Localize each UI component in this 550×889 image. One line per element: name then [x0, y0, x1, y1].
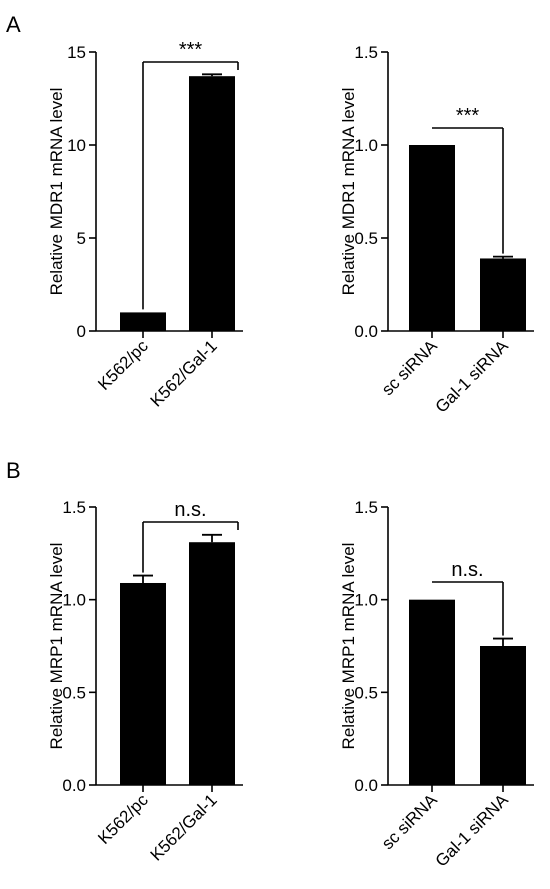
- bar: [480, 258, 526, 331]
- y-axis-label: Relative MRP1 mRNA level: [339, 543, 358, 750]
- x-tick-label: Gal-1 siRNA: [432, 336, 513, 417]
- bar: [480, 646, 526, 785]
- bar: [409, 599, 455, 785]
- x-tick-label: Gal-1 siRNA: [432, 790, 513, 871]
- chart-4: 0.0 0.5 1.0 1.5 Relative MRP1 mRNA level sc s…: [339, 498, 534, 871]
- y-tick-label: 10: [67, 136, 86, 155]
- y-tick-label: 1.0: [62, 591, 86, 610]
- bar: [189, 76, 235, 332]
- x-tick-label: K562/Gal-1: [147, 790, 221, 864]
- bar: [120, 582, 166, 785]
- x-tick-label: sc siRNA: [378, 790, 441, 853]
- y-tick-label: 0.0: [354, 776, 378, 795]
- panel-letter-b: B: [6, 458, 21, 483]
- y-tick-label: 0.0: [354, 322, 378, 341]
- x-tick-label: K562/pc: [94, 336, 152, 394]
- significance-label: ***: [179, 39, 203, 61]
- x-tick-label: K562/pc: [94, 790, 152, 848]
- y-tick-label: 5: [77, 229, 86, 248]
- significance-label: n.s.: [451, 559, 483, 581]
- y-tick-label: 0.0: [62, 776, 86, 795]
- y-axis-label: Relative MDR1 mRNA level: [47, 88, 66, 296]
- chart-3: 0.0 0.5 1.0 1.5 Relative MRP1 mRNA level K562…: [47, 498, 243, 865]
- y-axis-label: Relative MRP1 mRNA level: [47, 543, 66, 750]
- panel-letter-a: A: [6, 12, 21, 37]
- y-tick-label: 15: [67, 43, 86, 62]
- significance-label: n.s.: [174, 499, 206, 521]
- chart-2: 0.0 0.5 1.0 1.5 Relative MDR1 mRNA level sc s…: [339, 43, 534, 417]
- y-tick-label: 1.5: [354, 43, 378, 62]
- x-tick-label: K562/Gal-1: [147, 336, 221, 410]
- y-tick-label: 0.5: [354, 683, 378, 702]
- bar: [120, 312, 166, 331]
- y-tick-label: 1.0: [354, 591, 378, 610]
- y-tick-label: 1.5: [354, 498, 378, 517]
- y-tick-label: 0: [77, 322, 86, 341]
- y-tick-label: 1.0: [354, 136, 378, 155]
- y-tick-label: 1.5: [62, 498, 86, 517]
- y-axis-label: Relative MDR1 mRNA level: [339, 88, 358, 296]
- significance-label: ***: [456, 105, 480, 127]
- bar: [409, 145, 455, 331]
- x-tick-label: sc siRNA: [378, 336, 441, 399]
- chart-1: 0 5 10 15 Relative MDR1 mRNA level K562/pcK56…: [47, 39, 243, 411]
- y-tick-label: 0.5: [62, 683, 86, 702]
- bar: [189, 542, 235, 785]
- y-tick-label: 0.5: [354, 229, 378, 248]
